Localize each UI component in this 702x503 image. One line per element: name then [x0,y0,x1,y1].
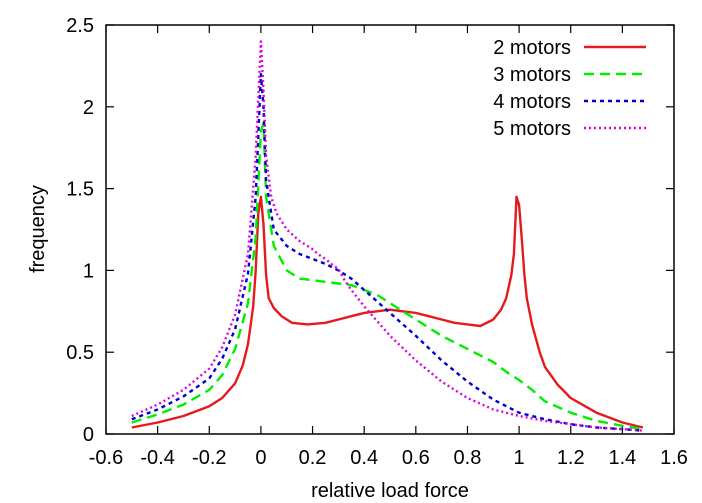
legend: 2 motors 3 motors 4 motors 5 motors [493,37,646,140]
y-tick-label: 1 [83,260,94,282]
y-axis-title: frequency [27,185,49,273]
x-axis: -0.6 -0.4 -0.2 0 0.2 0.4 0.6 0.8 1 1.2 1.4 1.6 [89,25,688,469]
x-tick-label: 0 [255,447,266,469]
x-tick-label: 1.6 [660,447,688,469]
y-tick-label: 2 [83,97,94,119]
series-layer [131,40,644,432]
plot-frame [105,24,675,435]
x-tick-label: 0.6 [402,447,430,469]
x-tick-label: 0.4 [350,447,378,469]
y-tick-label: 0.5 [66,342,94,364]
x-tick-label: 1 [514,447,525,469]
x-tick-label: -0.6 [89,447,123,469]
x-tick-label: -0.4 [140,447,174,469]
legend-label: 2 motors [493,37,571,59]
y-tick-label: 0 [83,424,94,446]
x-tick-label: 1.4 [608,447,636,469]
x-tick-label: 0.8 [454,447,482,469]
series-line-2 [131,121,644,431]
y-tick-label: 2.5 [66,15,94,37]
x-tick-label: 0.2 [299,447,327,469]
x-tick-label: -0.2 [192,447,226,469]
series-line-3 [131,72,644,432]
legend-label: 4 motors [493,91,571,113]
x-axis-title: relative load force [311,480,469,502]
x-tick-label: 1.2 [557,447,585,469]
y-axis: 0 0.5 1 1.5 2 2.5 [66,15,674,446]
legend-label: 3 motors [493,64,571,86]
series-line-4 [131,40,644,432]
legend-label: 5 motors [493,118,571,140]
y-tick-label: 1.5 [66,179,94,201]
series-line-1 [131,195,644,429]
